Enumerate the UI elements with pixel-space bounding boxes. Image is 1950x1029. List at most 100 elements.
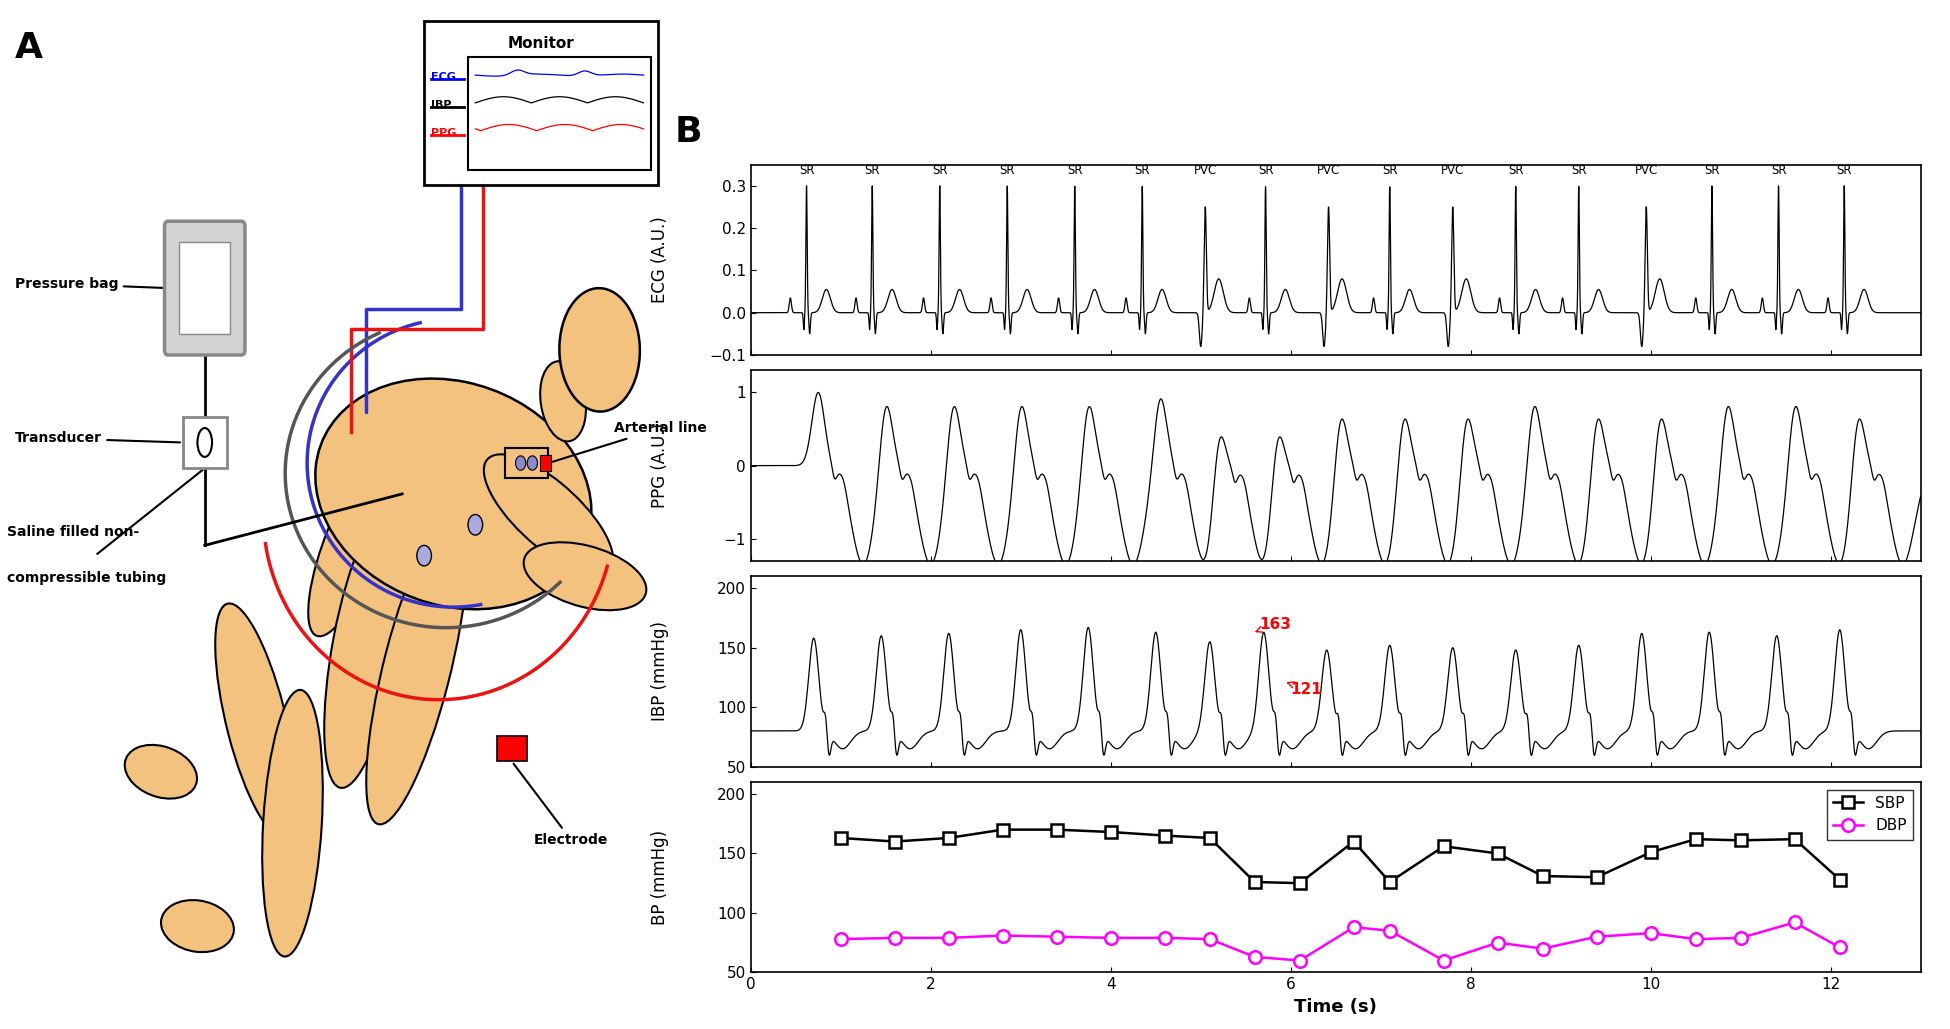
Text: SR: SR — [1771, 165, 1786, 177]
Text: SR: SR — [932, 165, 948, 177]
SBP — [938, 831, 961, 844]
DBP — [883, 931, 907, 944]
Ellipse shape — [316, 379, 591, 609]
Ellipse shape — [197, 428, 213, 457]
DBP — [1242, 951, 1266, 963]
SBP — [1100, 826, 1123, 839]
DBP — [1342, 921, 1365, 933]
Ellipse shape — [367, 513, 468, 824]
Text: SR: SR — [1000, 165, 1016, 177]
Ellipse shape — [484, 455, 612, 574]
Text: B: B — [675, 115, 702, 149]
Text: 121: 121 — [1287, 682, 1322, 697]
Circle shape — [468, 514, 484, 535]
Text: SR: SR — [1383, 165, 1398, 177]
FancyBboxPatch shape — [164, 221, 246, 355]
Ellipse shape — [214, 603, 296, 838]
DBP — [1152, 931, 1176, 944]
Ellipse shape — [308, 455, 394, 636]
Bar — [540, 455, 550, 471]
SBP — [1197, 831, 1221, 844]
Text: Pressure bag: Pressure bag — [16, 277, 166, 291]
Text: 163: 163 — [1256, 616, 1291, 632]
Line: DBP: DBP — [835, 916, 1847, 967]
Bar — [505, 448, 548, 478]
Y-axis label: ECG (A.U.): ECG (A.U.) — [651, 216, 669, 304]
DBP — [1486, 936, 1509, 949]
Y-axis label: IBP (mmHg): IBP (mmHg) — [651, 622, 669, 721]
SBP — [1289, 877, 1312, 889]
Text: SR: SR — [1704, 165, 1720, 177]
SBP — [829, 831, 852, 844]
DBP — [1640, 927, 1663, 939]
Legend: SBP, DBP: SBP, DBP — [1827, 789, 1913, 840]
Circle shape — [417, 545, 431, 566]
DBP — [1197, 933, 1221, 946]
SBP — [1730, 835, 1753, 847]
Ellipse shape — [261, 689, 324, 957]
Text: A: A — [16, 31, 43, 65]
SBP — [1045, 823, 1069, 836]
Ellipse shape — [525, 542, 645, 610]
DBP — [1827, 942, 1851, 954]
Ellipse shape — [125, 745, 197, 799]
SBP — [1782, 833, 1806, 846]
Text: SR: SR — [1135, 165, 1150, 177]
Text: SR: SR — [1507, 165, 1523, 177]
SBP — [1342, 836, 1365, 848]
Bar — [468, 57, 651, 170]
SBP — [1827, 874, 1851, 886]
Text: Monitor: Monitor — [507, 36, 575, 51]
FancyBboxPatch shape — [425, 21, 659, 185]
Text: ECG: ECG — [431, 72, 456, 82]
Line: SBP: SBP — [835, 824, 1845, 889]
DBP — [1045, 930, 1069, 943]
Text: SR: SR — [1572, 165, 1587, 177]
Text: Saline filled non-: Saline filled non- — [8, 525, 140, 539]
Text: Transducer: Transducer — [16, 431, 179, 446]
Circle shape — [526, 456, 538, 470]
X-axis label: Time (s): Time (s) — [1295, 998, 1377, 1016]
DBP — [1289, 954, 1312, 966]
SBP — [1640, 846, 1663, 858]
DBP — [938, 931, 961, 944]
Text: PVC: PVC — [1193, 165, 1217, 177]
Bar — [183, 417, 226, 468]
Text: PVC: PVC — [1316, 165, 1340, 177]
DBP — [991, 929, 1014, 942]
Text: compressible tubing: compressible tubing — [8, 571, 166, 586]
SBP — [991, 823, 1014, 836]
SBP — [1152, 829, 1176, 842]
Text: Electrode: Electrode — [513, 764, 608, 847]
Text: PVC: PVC — [1441, 165, 1464, 177]
Text: Arterial line: Arterial line — [552, 421, 708, 462]
DBP — [1100, 931, 1123, 944]
SBP — [1685, 833, 1708, 846]
Text: SR: SR — [800, 165, 815, 177]
Circle shape — [515, 456, 527, 470]
DBP — [1782, 916, 1806, 928]
DBP — [1685, 933, 1708, 946]
Ellipse shape — [560, 288, 640, 412]
Text: PPG: PPG — [431, 128, 456, 138]
Ellipse shape — [324, 508, 408, 788]
Text: SR: SR — [1067, 165, 1082, 177]
DBP — [1379, 925, 1402, 937]
Text: SR: SR — [1258, 165, 1273, 177]
SBP — [1585, 871, 1609, 883]
Text: PVC: PVC — [1634, 165, 1658, 177]
Text: SR: SR — [864, 165, 879, 177]
Y-axis label: BP (mmHg): BP (mmHg) — [651, 829, 669, 925]
Ellipse shape — [162, 900, 234, 952]
DBP — [829, 933, 852, 946]
DBP — [1531, 943, 1554, 955]
Bar — [179, 242, 230, 334]
Y-axis label: PPG (A.U.): PPG (A.U.) — [651, 423, 669, 508]
Ellipse shape — [540, 361, 587, 441]
Text: SR: SR — [1837, 165, 1852, 177]
SBP — [883, 836, 907, 848]
DBP — [1431, 954, 1455, 966]
DBP — [1730, 931, 1753, 944]
SBP — [1379, 876, 1402, 888]
SBP — [1242, 876, 1266, 888]
